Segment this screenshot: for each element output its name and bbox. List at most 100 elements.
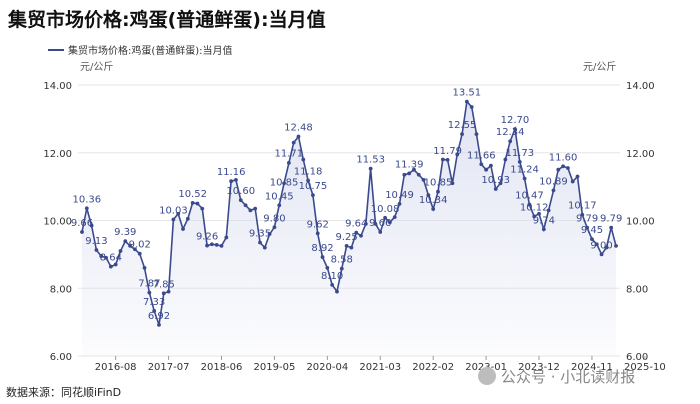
data-point — [262, 245, 267, 250]
data-point — [267, 232, 272, 236]
data-point — [556, 167, 561, 172]
data-point — [123, 239, 128, 244]
data-point — [609, 225, 614, 230]
data-label: 7.85 — [153, 279, 175, 290]
data-label: 11.79 — [433, 146, 462, 157]
data-point — [214, 242, 219, 247]
data-label: 8.64 — [100, 253, 122, 264]
x-tick-label: 2024-11 — [571, 362, 613, 373]
data-point — [575, 174, 580, 179]
data-label: 10.36 — [72, 194, 101, 205]
data-point — [325, 266, 330, 270]
data-point — [354, 230, 359, 235]
data-point — [479, 162, 484, 167]
data-point — [436, 189, 440, 194]
data-label: 9.25 — [335, 232, 357, 243]
data-point — [137, 251, 142, 256]
data-point — [291, 140, 296, 145]
data-label: 11.39 — [395, 159, 424, 170]
y-tick-right: 6.00 — [626, 352, 648, 363]
data-point — [209, 242, 214, 247]
data-point — [508, 139, 513, 144]
data-label: 10.85 — [424, 178, 453, 189]
y-tick-left: 6.00 — [50, 352, 72, 363]
legend-label: 集贸市场价格:鸡蛋(普通鲜蛋):当月值 — [68, 44, 233, 57]
data-point — [445, 157, 450, 162]
data-point — [234, 177, 238, 182]
data-point — [397, 202, 402, 206]
data-point — [320, 255, 325, 259]
y-tick-right: 14.00 — [626, 81, 655, 92]
data-label: 6.92 — [148, 311, 170, 322]
data-label: 9.39 — [114, 227, 136, 238]
data-label: 9.64 — [345, 219, 367, 230]
data-label: 10.45 — [265, 191, 294, 202]
x-tick-label: 2016-08 — [95, 362, 137, 373]
data-point — [339, 266, 344, 271]
data-point — [604, 245, 609, 250]
y-axis-unit-left: 元/公斤 — [80, 61, 113, 73]
data-point — [517, 159, 522, 164]
x-tick-label: 2018-06 — [201, 362, 243, 373]
data-point — [503, 157, 508, 162]
data-point — [128, 244, 133, 248]
data-point — [455, 152, 460, 157]
data-point — [537, 211, 541, 216]
data-point — [402, 172, 407, 177]
series-line — [81, 99, 617, 326]
data-point — [368, 166, 373, 171]
data-point — [387, 220, 392, 225]
data-label: 10.85 — [270, 178, 299, 189]
data-point — [185, 216, 190, 221]
data-label: 10.60 — [226, 186, 255, 197]
data-point — [152, 309, 157, 313]
data-point — [561, 164, 565, 169]
data-point — [570, 179, 575, 184]
data-point — [585, 225, 590, 230]
data-label: 8.92 — [311, 243, 333, 254]
data-label: 10.52 — [178, 189, 207, 200]
data-point — [498, 181, 503, 186]
data-point — [440, 157, 445, 162]
data-point — [113, 262, 118, 267]
data-point — [416, 172, 421, 177]
data-label: 10.34 — [419, 195, 448, 206]
data-point — [171, 217, 176, 222]
data-label: 12.55 — [448, 120, 477, 131]
data-point — [157, 322, 161, 327]
data-label: 11.16 — [217, 167, 246, 178]
data-point — [513, 127, 517, 131]
data-label: 9.26 — [196, 232, 218, 243]
data-point — [359, 233, 363, 238]
data-label: 11.53 — [356, 155, 385, 166]
data-point — [253, 206, 258, 211]
x-tick-label: 2017-07 — [148, 362, 190, 373]
data-label: 10.03 — [159, 205, 188, 216]
data-point — [166, 289, 171, 294]
y-tick-left: 12.00 — [43, 149, 72, 160]
data-point — [94, 248, 99, 252]
data-point — [489, 163, 493, 168]
data-label: 9.79 — [576, 214, 598, 225]
data-point — [248, 208, 253, 213]
data-point — [373, 221, 378, 226]
data-point — [599, 252, 604, 257]
data-point — [108, 264, 113, 269]
data-label: 9.45 — [581, 225, 603, 236]
data-point — [392, 215, 397, 220]
data-point — [546, 208, 551, 213]
data-label: 12.48 — [284, 122, 313, 133]
data-label: 7.87 — [138, 279, 160, 290]
data-label: 10.49 — [385, 190, 414, 201]
data-point — [161, 291, 166, 296]
data-label: 11.18 — [294, 167, 323, 178]
data-point — [238, 198, 243, 203]
data-label: 9.13 — [85, 236, 107, 247]
data-label: 10.89 — [539, 176, 568, 187]
x-tick-label: 2023-12 — [518, 362, 560, 373]
data-point — [412, 167, 416, 172]
data-point — [272, 225, 277, 230]
data-point — [335, 289, 339, 294]
data-point — [344, 244, 349, 248]
